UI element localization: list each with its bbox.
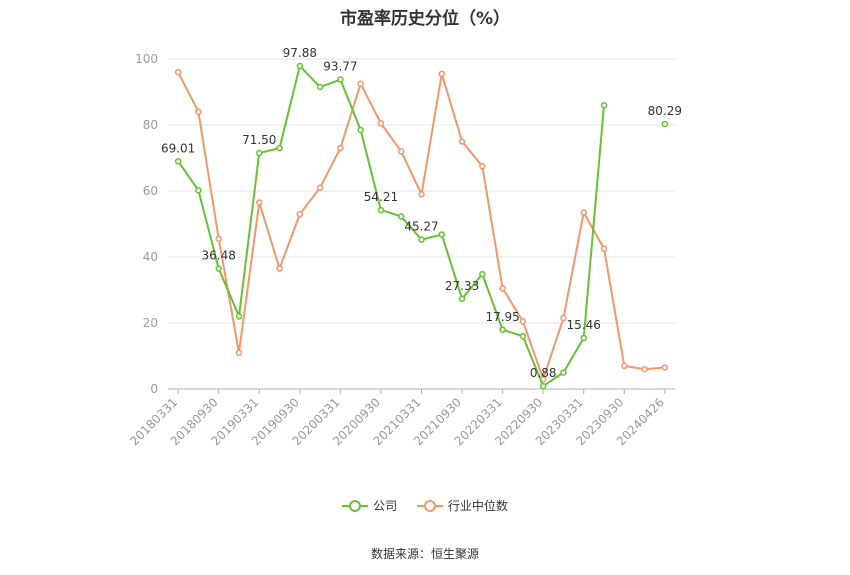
point-industry-median-20230331 <box>580 209 587 216</box>
data-label-company-20210331: 45.27 <box>404 220 438 234</box>
data-label-company-20180331: 69.01 <box>161 141 195 155</box>
y-tick-label-100: 100 <box>135 52 158 66</box>
point-company-20210930 <box>458 295 466 303</box>
series-layer <box>174 62 669 390</box>
data-label-company-20240426: 80.29 <box>648 104 682 118</box>
point-industry-median-20190630 <box>276 265 283 272</box>
legend-item-company[interactable]: 公司 <box>342 497 397 514</box>
point-industry-median-20211231 <box>479 163 486 170</box>
point-industry-median-20190930 <box>296 210 304 218</box>
point-industry-median-20181231 <box>235 349 243 356</box>
line-chart: 0204060801002018033120180930201903312019… <box>127 46 682 448</box>
point-company-20200331 <box>337 76 344 83</box>
legend-label-industry-median: 行业中位数 <box>447 499 508 513</box>
data-label-company-20200331: 93.77 <box>323 60 357 74</box>
point-company-20220331 <box>499 326 506 334</box>
point-company-20190331 <box>256 149 263 157</box>
point-industry-median-20231231 <box>641 365 648 373</box>
data-label-company-20220331: 17.95 <box>485 310 519 324</box>
point-industry-median-20221231 <box>560 314 567 322</box>
point-industry-median-20240426 <box>661 364 669 371</box>
data-label-company-20190331: 71.50 <box>242 133 276 147</box>
legend-swatch-company <box>342 499 369 513</box>
y-tick-label-80: 80 <box>143 118 158 132</box>
point-industry-median-20191231 <box>316 184 324 191</box>
point-company-20180331 <box>174 158 182 165</box>
point-company-20190630 <box>276 144 283 152</box>
data-label-company-20230331: 15.46 <box>567 318 601 332</box>
y-tick-label-60: 60 <box>143 184 158 198</box>
point-industry-median-20230930 <box>621 362 628 370</box>
point-company-20230331 <box>580 334 587 342</box>
point-industry-median-20220331 <box>499 285 506 292</box>
point-company-20210331 <box>418 236 425 243</box>
point-industry-median-20210930 <box>458 138 466 145</box>
point-company-20221231 <box>560 369 567 376</box>
data-label-company-20210930: 27.33 <box>445 279 479 293</box>
point-company-20180930 <box>215 265 222 272</box>
point-company-20190930 <box>296 62 304 70</box>
point-company-20191231 <box>316 83 324 91</box>
chart-title: 市盈率历史分位（%） <box>339 9 511 29</box>
legend-swatch-industry-median <box>416 499 443 513</box>
point-industry-median-20190331 <box>256 199 263 206</box>
legend-label-company: 公司 <box>373 499 398 513</box>
point-industry-median-20210630 <box>438 70 446 78</box>
point-industry-median-20180331 <box>174 68 182 76</box>
point-company-20181231 <box>235 313 243 320</box>
point-company-20240426 <box>661 120 669 128</box>
data-label-company-20180930: 36.48 <box>202 249 236 263</box>
data-label-layer: 69.01 36.48 71.50 97.88 93.77 54.21 45.27 27.33… <box>161 46 682 380</box>
point-company-20201231 <box>397 213 405 220</box>
point-company-20230630 <box>600 101 608 109</box>
point-company-20220630 <box>519 332 527 340</box>
point-industry-median-20210331 <box>418 191 425 198</box>
point-company-20210630 <box>438 231 446 238</box>
y-tick-label-20: 20 <box>143 316 158 330</box>
point-company-20200630 <box>357 126 364 134</box>
point-industry-median-20200331 <box>337 144 344 152</box>
point-industry-median-20200630 <box>357 80 364 87</box>
y-tick-label-40: 40 <box>143 250 158 264</box>
point-industry-median-20201231 <box>397 148 405 155</box>
point-company-20180630 <box>195 187 202 194</box>
legend: 公司 行业中位数 <box>0 497 850 516</box>
point-industry-median-20200930 <box>377 120 385 127</box>
data-source: 数据来源：恒生聚源 <box>370 547 479 561</box>
point-industry-median-20180630 <box>195 108 202 116</box>
data-label-company-20220930: 0.88 <box>530 366 557 380</box>
legend-item-industry-median[interactable]: 行业中位数 <box>416 497 508 514</box>
y-tick-label-0: 0 <box>150 382 158 396</box>
point-industry-median-20230630 <box>600 245 608 252</box>
point-industry-median-20180930 <box>215 235 222 243</box>
point-company-20220930 <box>539 382 547 390</box>
point-industry-median-20220630 <box>519 318 527 325</box>
point-company-20211231 <box>479 270 486 278</box>
data-label-company-20190930: 97.88 <box>283 46 317 60</box>
point-company-20200930 <box>377 206 385 214</box>
data-label-company-20200930: 54.21 <box>364 190 398 204</box>
